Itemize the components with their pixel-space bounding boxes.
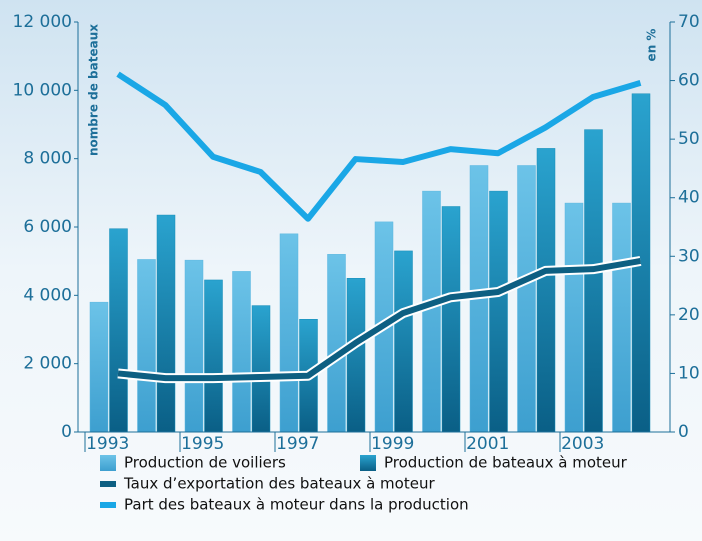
bar [327, 254, 346, 433]
x-tick-label: 1999 [371, 434, 414, 454]
legend-swatch [100, 481, 116, 487]
legend-swatch [100, 455, 116, 471]
bar [184, 259, 204, 433]
y2-tick-label: 0 [678, 422, 689, 442]
bar [204, 279, 223, 433]
y2-tick-label: 20 [678, 305, 700, 325]
y-tick-label: 0 [61, 422, 72, 442]
y2-tick-label: 10 [678, 363, 700, 383]
x-tick-label: 2001 [466, 434, 509, 454]
line [116, 71, 642, 222]
legend-label: Taux d’exportation des bateaux à moteur [123, 475, 435, 493]
bar [109, 228, 128, 433]
line [117, 258, 642, 382]
y-tick-label: 10 000 [13, 80, 72, 100]
legend-swatch [360, 455, 376, 471]
y-tick-label: 12 000 [13, 12, 72, 32]
x-tick-label: 1995 [181, 434, 224, 454]
legend-label: Part des bateaux à moteur dans la produc… [124, 496, 469, 514]
x-tick-label: 1997 [276, 434, 319, 454]
y2-tick-label: 70 [678, 12, 700, 32]
y-tick-label: 6 000 [23, 217, 72, 237]
y-tick-label: 8 000 [23, 149, 72, 169]
y2-tick-label: 60 [678, 71, 700, 91]
bar [422, 190, 441, 433]
bar [89, 301, 109, 433]
x-tick-label: 1993 [86, 434, 129, 454]
bar [346, 278, 366, 433]
bar [441, 206, 461, 433]
bar [156, 214, 176, 433]
bar [536, 148, 556, 433]
y2-tick-label: 40 [678, 188, 700, 208]
bar [279, 233, 299, 433]
bar [517, 165, 536, 433]
x-tick-label: 2003 [561, 434, 604, 454]
y2-tick-label: 50 [678, 129, 700, 149]
y-tick-label: 2 000 [23, 354, 72, 374]
legend-label: Production de voiliers [124, 454, 286, 472]
bar [612, 202, 631, 433]
bar [489, 190, 508, 433]
legend-swatch [100, 502, 116, 508]
bar [251, 305, 271, 433]
y-axis-label: nombre de bateaux [87, 24, 101, 156]
legend-label: Production de bateaux à moteur [384, 454, 628, 472]
bar [232, 271, 251, 433]
y2-tick-label: 30 [678, 246, 700, 266]
bar [564, 202, 584, 433]
bar [137, 259, 156, 433]
y-tick-label: 4 000 [23, 285, 72, 305]
bar [584, 129, 603, 433]
y2-axis-label: en % [645, 29, 659, 62]
bar [394, 250, 413, 433]
